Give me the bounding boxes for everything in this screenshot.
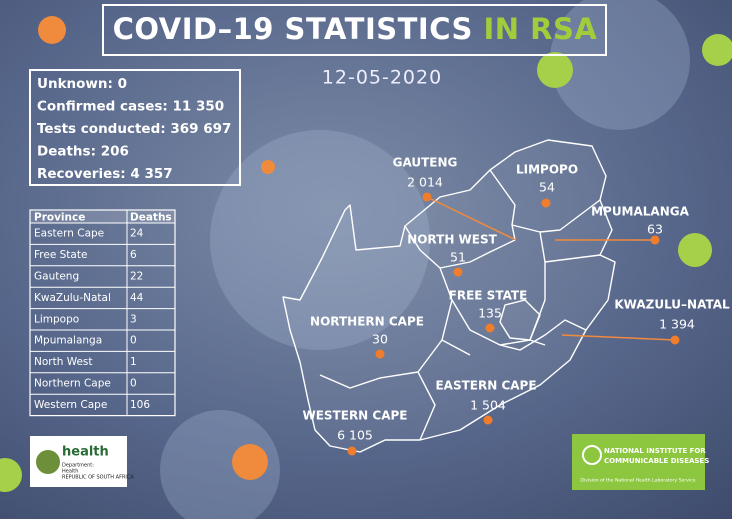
province-name: NORTH WEST bbox=[407, 233, 497, 247]
province-dot bbox=[375, 349, 385, 359]
table-cell: 3 bbox=[130, 313, 137, 325]
table-header: Deaths bbox=[130, 212, 172, 224]
country-outline bbox=[282, 139, 616, 453]
province-dot bbox=[422, 192, 432, 202]
coat-of-arms bbox=[36, 450, 60, 474]
summary-label: Deaths: bbox=[37, 144, 96, 160]
province-name: LIMPOPO bbox=[516, 163, 578, 177]
province-value: 54 bbox=[539, 180, 555, 195]
province-name: NORTHERN CAPE bbox=[310, 315, 424, 329]
province-value: 51 bbox=[450, 250, 466, 265]
health-title: health bbox=[62, 445, 109, 460]
province-dot bbox=[483, 415, 493, 425]
table-cell: 0 bbox=[130, 335, 137, 347]
province-value: 1 394 bbox=[659, 317, 695, 332]
table-cell: Free State bbox=[34, 249, 87, 261]
province-name: EASTERN CAPE bbox=[435, 379, 536, 393]
lesotho bbox=[499, 299, 541, 341]
virus-icons bbox=[0, 16, 732, 492]
summary-value: 11 350 bbox=[172, 99, 224, 115]
summary-box bbox=[29, 69, 241, 186]
table-header-bg bbox=[30, 210, 175, 223]
summary-value: 369 697 bbox=[170, 121, 231, 137]
province-name: WESTERN CAPE bbox=[302, 409, 407, 423]
province-dot bbox=[347, 446, 357, 456]
summary-label: Unknown: bbox=[37, 76, 113, 92]
summary-label: Tests conducted: bbox=[37, 121, 166, 137]
table-header: Province bbox=[34, 212, 85, 224]
table-cell: North West bbox=[34, 356, 93, 368]
nicd-line: NATIONAL INSTITUTE FOR bbox=[604, 447, 706, 455]
table-cell: 24 bbox=[130, 228, 144, 240]
table-cell: Limpopo bbox=[34, 313, 79, 325]
table-cell: 106 bbox=[130, 399, 150, 411]
virus-decoration bbox=[160, 0, 690, 519]
province-dot bbox=[541, 198, 551, 208]
summary-line: Confirmed cases: 11 350 bbox=[37, 99, 224, 115]
map bbox=[282, 139, 616, 453]
summary-value: 0 bbox=[118, 76, 127, 92]
table-border bbox=[29, 209, 176, 417]
table-cell: KwaZulu-Natal bbox=[34, 292, 111, 304]
leader-lines bbox=[426, 196, 676, 341]
province-name: MPUMALANGA bbox=[591, 205, 690, 219]
health-line: Health bbox=[62, 469, 78, 475]
province-name: FREE STATE bbox=[449, 289, 528, 303]
title-box bbox=[102, 4, 607, 56]
summary-label: Recoveries: bbox=[37, 166, 126, 182]
nicd-icon bbox=[582, 445, 602, 465]
nicd-line: COMMUNICABLE DISEASES bbox=[604, 457, 709, 465]
nicd-logo bbox=[572, 434, 705, 490]
table-cell: 1 bbox=[130, 356, 137, 368]
health-line: Department: bbox=[62, 463, 94, 469]
health-line: REPUBLIC OF SOUTH AFRICA bbox=[62, 475, 134, 481]
date: 12-05-2020 bbox=[322, 67, 442, 89]
province-dot bbox=[670, 335, 680, 345]
province-name: KWAZULU–NATAL bbox=[614, 298, 730, 312]
title-highlight: IN RSA bbox=[484, 12, 598, 46]
title: COVID–19 STATISTICS IN RSA bbox=[113, 12, 598, 46]
table-cell: Mpumalanga bbox=[34, 335, 102, 347]
province-dot bbox=[485, 323, 495, 333]
summary-line: Recoveries: 4 357 bbox=[37, 166, 173, 182]
summary-label: Confirmed cases: bbox=[37, 99, 168, 115]
summary-line: Unknown: 0 bbox=[37, 76, 127, 92]
deaths-table: Province Deaths Eastern Cape 24 Free State 6 G… bbox=[29, 209, 176, 417]
summary-value: 4 357 bbox=[130, 166, 172, 182]
summary-value: 206 bbox=[101, 144, 129, 160]
nicd-sub: Division of the National Health Laborato… bbox=[580, 478, 695, 484]
summary-line: Deaths: 206 bbox=[37, 144, 129, 160]
province-value: 2 014 bbox=[407, 175, 443, 190]
table-cell: Northern Cape bbox=[34, 378, 111, 390]
table-cell: 0 bbox=[130, 378, 137, 390]
table-cell: 6 bbox=[130, 249, 137, 261]
table-cell: Eastern Cape bbox=[34, 228, 104, 240]
province-value: 135 bbox=[478, 306, 502, 321]
province-dot bbox=[650, 235, 660, 245]
province-name: GAUTENG bbox=[393, 156, 458, 170]
table-cell: 44 bbox=[130, 292, 144, 304]
summary-line: Tests conducted: 369 697 bbox=[37, 121, 231, 137]
table-cell: Western Cape bbox=[34, 399, 107, 411]
province-dot bbox=[453, 267, 463, 277]
title-main: COVID–19 STATISTICS bbox=[113, 12, 473, 46]
map-labels: GAUTENG 2 014 LIMPOPO 54 MPUMALANGA 63 NORTH W… bbox=[302, 156, 730, 456]
province-value: 1 504 bbox=[470, 398, 506, 413]
table-cell: Gauteng bbox=[34, 271, 79, 283]
province-borders bbox=[319, 169, 601, 441]
province-value: 30 bbox=[372, 332, 388, 347]
province-value: 63 bbox=[647, 222, 663, 237]
province-value: 6 105 bbox=[337, 428, 373, 443]
table-cell: 22 bbox=[130, 271, 143, 283]
summary: Unknown: 0 Confirmed cases: 11 350 Tests c… bbox=[37, 76, 231, 182]
